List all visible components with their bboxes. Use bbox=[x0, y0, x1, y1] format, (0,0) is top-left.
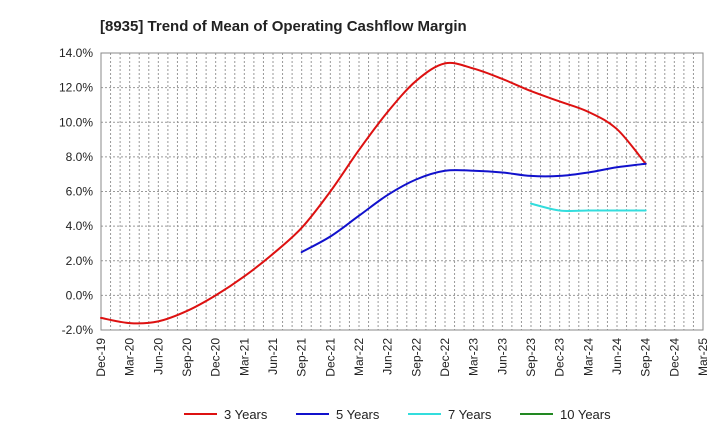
x-tick-label: Sep-22 bbox=[409, 338, 423, 377]
x-tick-label: Sep-24 bbox=[639, 338, 653, 377]
x-tick-label: Jun-21 bbox=[266, 338, 280, 375]
x-tick-label: Jun-24 bbox=[610, 338, 624, 375]
x-tick-label: Jun-20 bbox=[151, 338, 165, 375]
x-tick-label: Mar-21 bbox=[237, 338, 251, 376]
x-tick-label: Mar-25 bbox=[696, 338, 710, 376]
plot-area: -2.0% 0.0% 2.0% 4.0% 6.0% 8.0% 10.0% 12.0% 14.0%… bbox=[59, 46, 710, 377]
series-line-1 bbox=[100, 61, 647, 325]
x-tick-label: Jun-23 bbox=[495, 338, 509, 375]
y-tick-label: 8.0% bbox=[66, 150, 94, 164]
y-tick-label: 12.0% bbox=[59, 81, 93, 95]
y-tick-label: 14.0% bbox=[59, 46, 93, 60]
x-tick-label: Mar-22 bbox=[352, 338, 366, 376]
y-tick-label: -2.0% bbox=[62, 323, 94, 337]
plot-border bbox=[100, 52, 704, 331]
x-tick-label: Mar-23 bbox=[467, 338, 481, 376]
y-tick-label: 2.0% bbox=[66, 254, 94, 268]
x-tick-label: Dec-20 bbox=[209, 338, 223, 377]
x-tick-label: Sep-23 bbox=[524, 338, 538, 377]
x-tick-label: Dec-19 bbox=[94, 338, 108, 377]
x-tick-label: Mar-24 bbox=[581, 338, 595, 376]
y-tick-label: 4.0% bbox=[66, 219, 94, 233]
legend-label-3: 7 Years bbox=[448, 407, 492, 422]
x-tick-label: Mar-20 bbox=[123, 338, 137, 376]
y-tick-label: 10.0% bbox=[59, 115, 93, 129]
chart-title: [8935] Trend of Mean of Operating Cashfl… bbox=[100, 18, 467, 35]
y-tick-label: 0.0% bbox=[66, 288, 94, 302]
x-tick-label: Dec-24 bbox=[667, 338, 681, 377]
x-tick-label: Dec-22 bbox=[438, 338, 452, 377]
x-tick-label: Sep-20 bbox=[180, 338, 194, 377]
x-tick-label: Sep-21 bbox=[295, 338, 309, 377]
x-tick-label: Dec-23 bbox=[553, 338, 567, 377]
series-line-2 bbox=[300, 162, 647, 254]
x-tick-label: Jun-22 bbox=[381, 338, 395, 375]
legend-label-4: 10 Years bbox=[560, 407, 611, 422]
y-tick-label: 6.0% bbox=[66, 185, 94, 199]
x-tick-label: Dec-21 bbox=[323, 338, 337, 377]
legend: 3 Years 5 Years 7 Years 10 Years bbox=[184, 407, 611, 422]
legend-label-2: 5 Years bbox=[336, 407, 380, 422]
series-line-3 bbox=[530, 202, 647, 213]
legend-label-1: 3 Years bbox=[224, 407, 268, 422]
